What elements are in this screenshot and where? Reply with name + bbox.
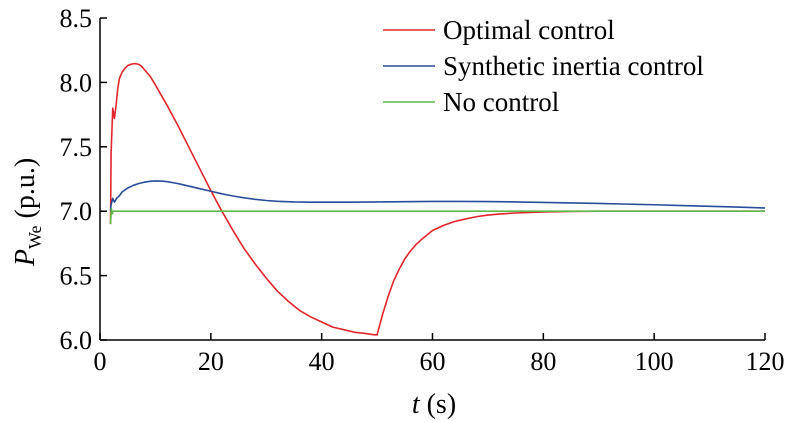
x-tick-label: 60 bbox=[420, 347, 446, 376]
axes: 0 20 40 60 80 100 120 6.0 6.5 7.0 7.5 8.0 8.5 bbox=[60, 4, 785, 376]
series-lines bbox=[109, 62, 766, 336]
y-tick-label: 8.5 bbox=[60, 4, 93, 33]
series-line-optimal-control bbox=[109, 62, 765, 336]
x-tick-label: 100 bbox=[635, 347, 674, 376]
y-axis-label: PWe (p.u.) bbox=[10, 158, 45, 267]
legend-label-synthetic-inertia-control: Synthetic inertia control bbox=[443, 51, 704, 81]
x-tick-label: 0 bbox=[94, 347, 107, 376]
y-tick-label: 8.0 bbox=[60, 68, 93, 97]
x-tick-label: 80 bbox=[530, 347, 556, 376]
series-line-synthetic-inertia-control bbox=[109, 180, 766, 212]
x-axis-label-unit: (s) bbox=[420, 389, 457, 420]
y-axis-label-var: P bbox=[10, 249, 41, 267]
x-axis-label: t (s) bbox=[412, 389, 456, 420]
y-axis-label-unit: (p.u.) bbox=[10, 158, 41, 226]
series-line-no-control bbox=[109, 207, 765, 225]
x-tick-label: 40 bbox=[309, 347, 335, 376]
y-tick-label: 7.0 bbox=[60, 197, 93, 226]
y-tick-label: 6.5 bbox=[60, 262, 93, 291]
x-tick-label: 120 bbox=[746, 347, 785, 376]
y-tick-label: 7.5 bbox=[60, 133, 93, 162]
legend: Optimal control Synthetic inertia control… bbox=[383, 15, 704, 117]
y-tick-label: 6.0 bbox=[60, 326, 93, 355]
x-tick-label: 20 bbox=[198, 347, 224, 376]
y-axis-label-sub: We bbox=[25, 225, 45, 249]
legend-label-no-control: No control bbox=[443, 87, 559, 117]
x-axis-label-var: t bbox=[412, 389, 421, 420]
legend-label-optimal-control: Optimal control bbox=[443, 15, 615, 45]
